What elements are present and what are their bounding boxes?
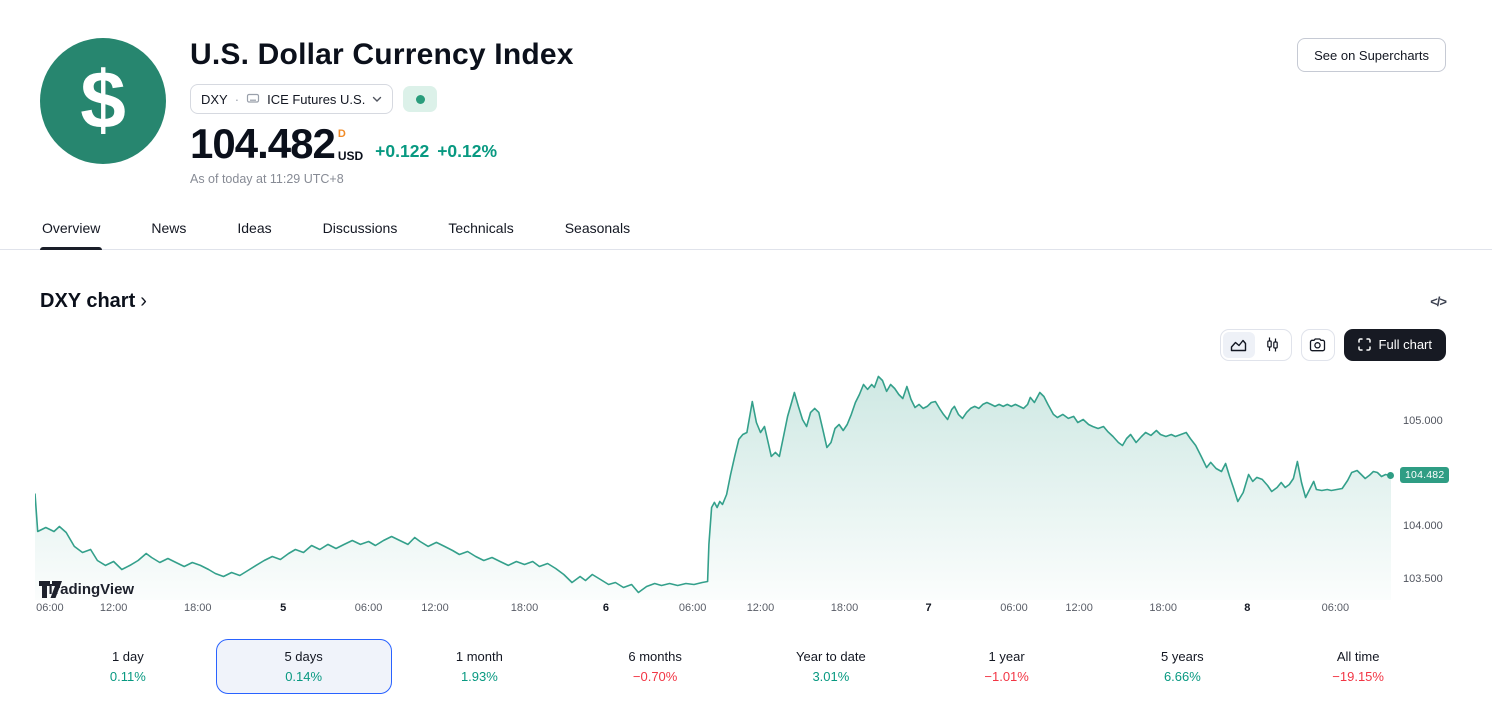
symbol-ticker: DXY <box>201 91 228 107</box>
symbol-header: $ U.S. Dollar Currency Index DXY · ICE F… <box>0 0 1492 186</box>
area-chart <box>35 370 1391 600</box>
range-label: 5 years <box>1161 648 1204 664</box>
range-1-day[interactable]: 1 day 0.11% <box>40 639 216 694</box>
range-selector: 1 day 0.11% 5 days 0.14% 1 month 1.93% 6… <box>0 638 1492 694</box>
range-percent: −1.01% <box>984 668 1029 684</box>
range-label: All time <box>1336 648 1380 664</box>
x-axis-tick: 7 <box>925 601 932 614</box>
change-absolute: +0.122 <box>375 140 430 161</box>
range-label: 1 day <box>111 648 144 664</box>
range-1-month[interactable]: 1 month 1.93% <box>392 639 568 694</box>
range-label: 6 months <box>628 648 682 664</box>
chart-heading-text: DXY chart <box>40 289 136 312</box>
range-percent: −19.15% <box>1332 668 1384 684</box>
last-price-axis-badge: 104.482 <box>1400 467 1450 484</box>
x-axis-tick: 06:00 <box>1321 601 1350 614</box>
as-of-timestamp: As of today at 11:29 UTC+8 <box>190 171 344 186</box>
tab-ideas[interactable]: Ideas <box>235 211 273 249</box>
price-currency: USD <box>337 148 364 163</box>
full-chart-label: Full chart <box>1378 337 1432 353</box>
x-axis-tick: 06:00 <box>354 601 383 614</box>
tradingview-wordmark: TradingView <box>46 580 135 598</box>
time-axis[interactable]: 06:00 12:00 18:00 5 06:00 12:00 18:00 6 06:00 12:… <box>35 600 1391 618</box>
symbol-tabs: Overview News Ideas Discussions Technica… <box>0 211 1492 250</box>
candlestick-icon <box>1265 337 1280 352</box>
exchange-monitor-icon <box>246 93 260 105</box>
y-axis-tick: 103.500 <box>1403 572 1443 585</box>
x-axis-tick: 18:00 <box>1149 601 1177 614</box>
see-on-supercharts-button[interactable]: See on Supercharts <box>1297 38 1446 72</box>
range-label: 1 month <box>455 648 503 664</box>
market-open-dot-icon <box>415 94 425 104</box>
full-chart-button[interactable]: Full chart <box>1343 328 1446 361</box>
tab-discussions[interactable]: Discussions <box>321 211 400 249</box>
x-axis-tick: 5 <box>280 601 287 614</box>
range-5-days[interactable]: 5 days 0.14% <box>215 638 392 694</box>
x-axis-tick: 12:00 <box>1065 601 1093 614</box>
x-axis-tick: 12:00 <box>746 601 775 614</box>
chevron-down-icon <box>372 96 382 103</box>
y-axis-tick: 104.000 <box>1403 520 1443 533</box>
price-chart-plot[interactable]: TradingView <box>35 370 1394 600</box>
range-5-years[interactable]: 5 years 6.66% <box>1095 639 1271 694</box>
tab-news[interactable]: News <box>149 211 188 249</box>
chevron-right-icon: › <box>140 289 147 312</box>
x-axis-tick: 18:00 <box>183 601 212 614</box>
snapshot-button[interactable] <box>1300 328 1335 361</box>
price-axis[interactable]: 104.482 105.000 104.000 103.500 <box>1391 370 1492 600</box>
x-axis-tick: 06:00 <box>678 601 707 614</box>
x-axis-tick: 6 <box>602 601 609 614</box>
embed-code-icon[interactable]: </> <box>1430 293 1447 309</box>
range-percent: −0.70% <box>632 668 678 684</box>
tab-overview[interactable]: Overview <box>40 211 103 250</box>
range-label: 1 year <box>988 648 1025 664</box>
range-year-to-date[interactable]: Year to date 3.01% <box>743 639 919 694</box>
range-percent: 6.66% <box>1163 668 1201 684</box>
chart-type-segmented-control <box>1219 328 1292 361</box>
fullscreen-icon <box>1357 338 1371 352</box>
area-chart-icon <box>1230 338 1247 352</box>
range-1-year[interactable]: 1 year −1.01% <box>919 639 1095 694</box>
x-axis-tick: 12:00 <box>99 601 128 614</box>
price-change: +0.122 +0.12% <box>375 141 497 163</box>
range-label: 5 days <box>284 648 323 664</box>
chart-section-title[interactable]: DXY chart › <box>40 290 147 313</box>
page-title: U.S. Dollar Currency Index <box>190 38 574 71</box>
range-percent: 1.93% <box>460 668 498 684</box>
x-axis-tick: 8 <box>1244 601 1251 614</box>
x-axis-tick: 12:00 <box>421 601 449 614</box>
range-percent: 0.11% <box>109 668 146 684</box>
candles-chart-type-button[interactable] <box>1257 332 1289 358</box>
last-price-dot <box>1387 472 1394 480</box>
exchange-name: ICE Futures U.S. <box>267 91 366 107</box>
x-axis-tick: 18:00 <box>510 601 539 614</box>
tab-technicals[interactable]: Technicals <box>446 211 515 249</box>
x-axis-tick: 06:00 <box>1000 601 1028 614</box>
tab-seasonals[interactable]: Seasonals <box>563 211 632 249</box>
range-percent: 0.14% <box>285 668 323 684</box>
symbol-selector[interactable]: DXY · ICE Futures U.S. <box>190 84 394 114</box>
range-label: Year to date <box>796 648 866 664</box>
y-axis-tick: 105.000 <box>1403 415 1443 428</box>
camera-icon <box>1309 338 1326 352</box>
range-all-time[interactable]: All time −19.15% <box>1270 639 1446 694</box>
x-axis-tick: 18:00 <box>830 601 859 614</box>
last-price: 104.482 <box>190 120 336 167</box>
area-chart-type-button[interactable] <box>1222 331 1255 358</box>
change-percent: +0.12% <box>437 140 498 161</box>
tradingview-attribution[interactable]: TradingView <box>39 580 135 598</box>
delayed-flag: D <box>337 127 346 140</box>
separator-dot: · <box>234 91 240 107</box>
range-percent: 3.01% <box>812 668 850 684</box>
market-status-badge <box>403 86 438 112</box>
range-6-months[interactable]: 6 months −0.70% <box>567 639 743 694</box>
x-axis-tick: 06:00 <box>36 601 64 614</box>
symbol-logo: $ <box>40 38 166 164</box>
dollar-icon: $ <box>80 55 126 146</box>
